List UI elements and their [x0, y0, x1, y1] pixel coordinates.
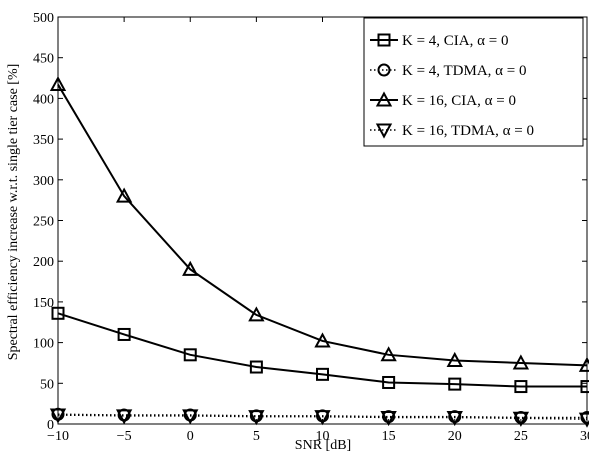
- series-1: [51, 306, 589, 394]
- data-point: [51, 306, 65, 320]
- series-line: [57, 84, 588, 367]
- data-point: [248, 410, 265, 426]
- series-3: [49, 75, 589, 372]
- x-tick-label: 15: [382, 429, 396, 444]
- legend-marker: [375, 91, 393, 107]
- y-tick-label: 350: [33, 133, 54, 148]
- y-tick-label: 50: [40, 377, 54, 392]
- data-point: [514, 380, 528, 394]
- y-tick-label: 300: [33, 174, 54, 189]
- y-tick-label: 0: [47, 418, 54, 433]
- legend-marker: [377, 33, 391, 47]
- y-tick-label: 400: [33, 92, 54, 107]
- y-tick-label: 500: [33, 11, 54, 26]
- data-point: [249, 360, 263, 374]
- data-point: [580, 380, 589, 394]
- y-axis-title: Spectral efficiency increase w.r.t. sing…: [6, 64, 21, 361]
- data-point: [512, 411, 530, 427]
- legend-label: K = 16, TDMA, α = 0: [402, 123, 534, 139]
- data-point: [380, 346, 397, 362]
- data-point: [115, 409, 133, 425]
- data-point: [382, 375, 396, 389]
- data-point: [182, 260, 199, 276]
- legend-label: K = 4, TDMA, α = 0: [402, 63, 527, 79]
- data-point: [578, 412, 589, 428]
- series-line: [57, 413, 587, 419]
- data-point: [512, 354, 530, 370]
- legend-label: K = 16, CIA, α = 0: [402, 93, 516, 109]
- data-point: [117, 327, 131, 341]
- legend-marker: [377, 63, 391, 77]
- data-point: [380, 410, 397, 427]
- x-axis-title: SNR [dB]: [295, 438, 351, 452]
- data-point: [182, 409, 199, 425]
- data-point: [578, 356, 589, 372]
- series-line: [57, 312, 587, 388]
- x-tick-label: 5: [253, 429, 260, 444]
- data-point: [49, 408, 67, 424]
- x-tick-label: 10: [316, 429, 330, 444]
- data-point: [248, 306, 265, 322]
- data-point: [314, 410, 331, 426]
- x-tick-label: −5: [117, 429, 132, 444]
- y-tick-label: 450: [33, 52, 54, 67]
- series-group: [49, 75, 589, 428]
- y-tick-label: 250: [33, 215, 54, 230]
- legend-label: K = 4, CIA, α = 0: [402, 33, 508, 49]
- legend-marker: [375, 123, 393, 139]
- x-tick-label: −10: [47, 429, 69, 444]
- y-tick-label: 150: [33, 296, 54, 311]
- data-point: [448, 377, 462, 391]
- y-tick-label: 200: [33, 255, 54, 270]
- x-tick-label: 30: [580, 429, 589, 444]
- x-tick-label: 0: [187, 429, 194, 444]
- data-point: [183, 348, 197, 362]
- data-point: [49, 75, 67, 92]
- series-line: [57, 414, 588, 420]
- data-point: [314, 332, 331, 348]
- legend: K = 4, CIA, α = 0 K = 4, TDMA, α = 0 K = 1…: [363, 17, 584, 147]
- data-point: [115, 187, 133, 203]
- y-tick-label: 100: [33, 337, 54, 352]
- x-tick-label: 20: [448, 429, 462, 444]
- series-4: [49, 408, 589, 428]
- legend-box: [363, 17, 584, 147]
- data-point: [446, 351, 463, 368]
- data-point: [446, 410, 463, 427]
- data-point: [316, 367, 329, 381]
- x-tick-label: 25: [514, 429, 528, 444]
